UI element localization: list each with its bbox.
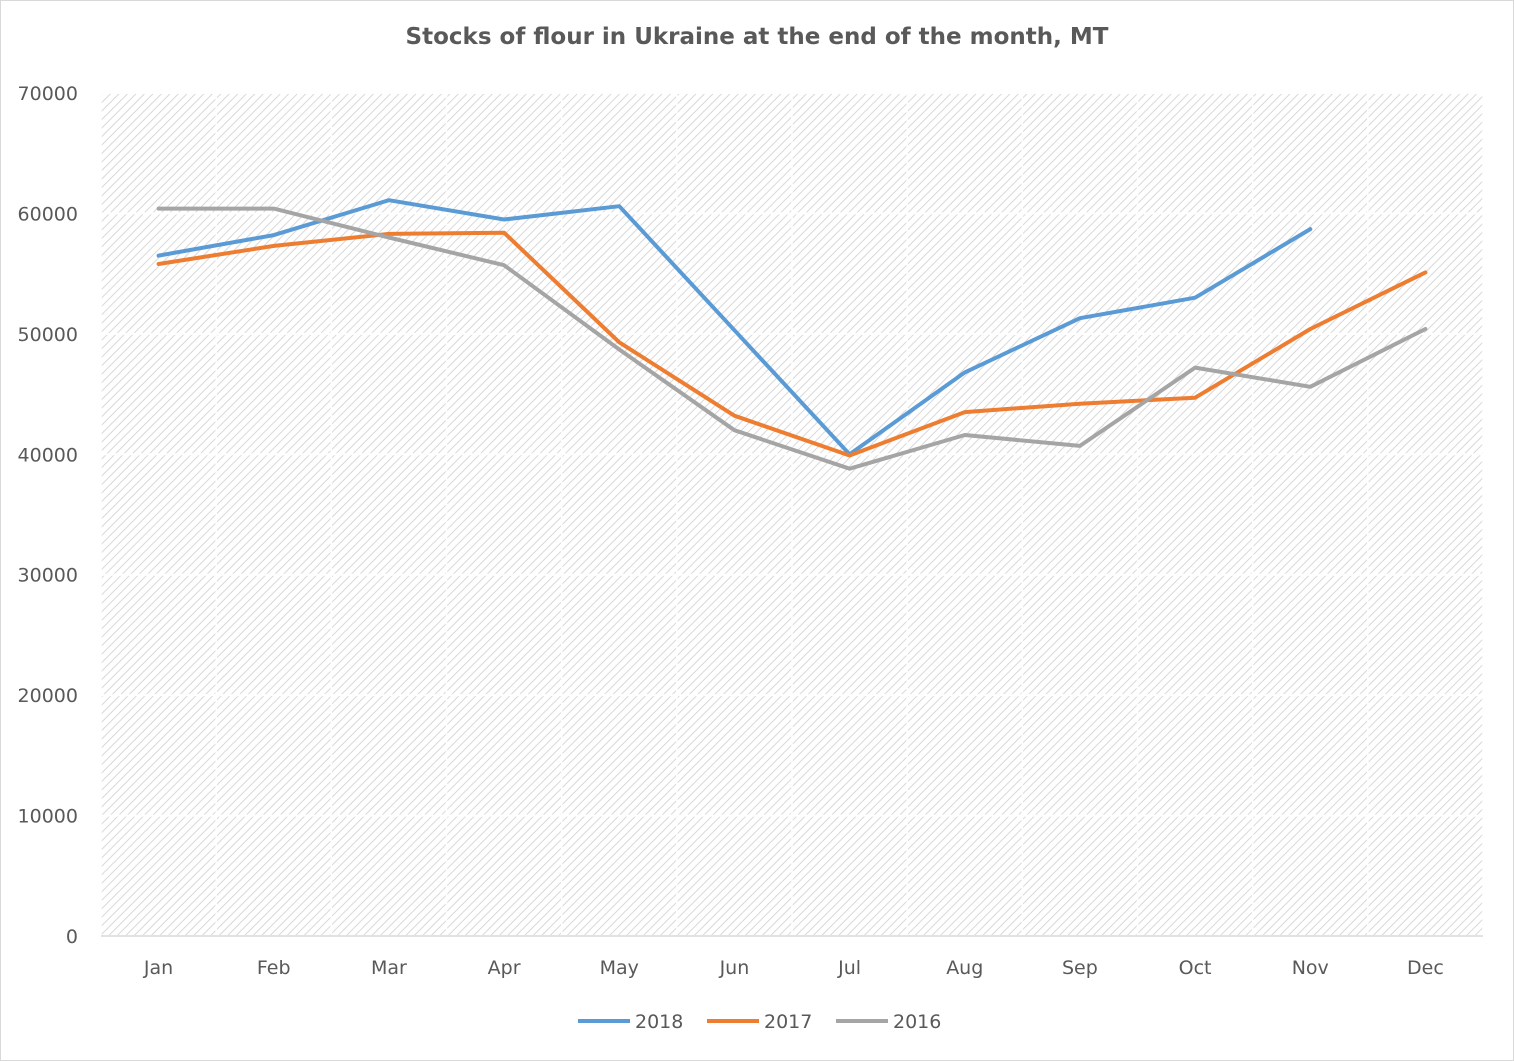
x-tick-label: Sep (1062, 957, 1098, 979)
x-tick-label: Apr (488, 957, 521, 979)
y-tick-label: 70000 (18, 83, 78, 105)
series-line-2016 (156, 206, 1428, 471)
x-tick-label: Oct (1179, 957, 1212, 979)
series-line-2018 (156, 198, 1313, 457)
chart-title: Stocks of flour in Ukraine at the end of… (405, 24, 1109, 50)
y-tick-label: 10000 (18, 806, 78, 828)
x-tick-label: Nov (1292, 957, 1329, 979)
y-tick-label: 50000 (18, 324, 78, 346)
axes: 0 10000 20000 30000 40000 50000 60000 70000 Jan F… (18, 83, 1483, 979)
x-tick-label: Aug (946, 957, 983, 979)
x-tick-label: Jul (837, 957, 861, 979)
series-line-2017 (156, 230, 1428, 458)
x-tick-label: Dec (1407, 957, 1444, 979)
y-tick-label: 30000 (18, 565, 78, 587)
x-tick-label: Jun (719, 957, 750, 979)
x-tick-label: Mar (371, 957, 407, 979)
series-group (156, 198, 1428, 471)
legend-label-2016: 2016 (893, 1011, 941, 1033)
x-tick-label: May (600, 957, 639, 979)
legend-label-2017: 2017 (764, 1011, 812, 1033)
legend-label-2018: 2018 (635, 1011, 683, 1033)
x-tick-label: Jan (143, 957, 173, 979)
y-tick-label: 0 (66, 926, 78, 948)
y-tick-label: 20000 (18, 685, 78, 707)
y-tick-label: 60000 (18, 203, 78, 225)
x-tick-label: Feb (257, 957, 291, 979)
y-tick-label: 40000 (18, 444, 78, 466)
legend: 2018 2017 2016 (578, 1011, 941, 1033)
